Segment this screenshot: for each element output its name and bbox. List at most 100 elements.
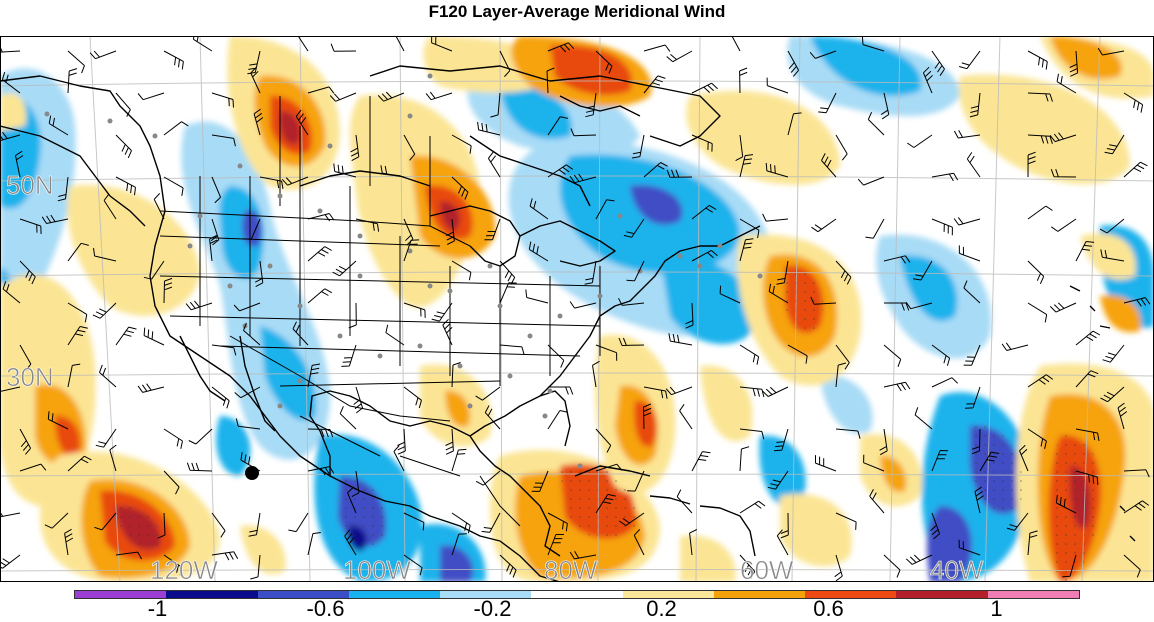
- wind-barb: [499, 260, 516, 285]
- wind-barb: [210, 218, 220, 246]
- wind-barb: [19, 260, 36, 285]
- wind-barb: [643, 403, 652, 430]
- wind-barb: [618, 337, 645, 346]
- coastlines: [0, 65, 1136, 582]
- wind-barb: [307, 246, 332, 262]
- wind-barb: [137, 92, 165, 101]
- wind-barb: [0, 386, 21, 392]
- wind-barb: [395, 36, 405, 52]
- wind-barb: [442, 318, 453, 346]
- wind-barb: [1100, 249, 1125, 262]
- wind-barb: [685, 302, 694, 329]
- wind-barb: [787, 344, 808, 364]
- political-borders: [159, 96, 601, 527]
- wind-barb: [739, 67, 748, 94]
- colorbar-tick: -1: [147, 596, 168, 621]
- wind-barb: [192, 36, 213, 52]
- wind-barb: [835, 512, 857, 530]
- wind-barb: [958, 245, 981, 262]
- wind-barb: [1027, 302, 1048, 323]
- wind-barb: [385, 324, 405, 346]
- wind-barb: [931, 50, 945, 76]
- wind-barb: [1099, 218, 1125, 234]
- lat-labels: 50N 30N: [6, 170, 54, 393]
- wind-barb: [490, 92, 501, 118]
- wind-barb: [1123, 92, 1144, 113]
- wind-barb: [618, 297, 645, 306]
- wind-barb: [815, 455, 837, 472]
- wind-barb: [1069, 50, 1079, 77]
- wind-barb: [93, 247, 117, 262]
- wind-barb: [966, 152, 981, 178]
- wind-barb: [666, 169, 693, 178]
- wind-barb: [643, 44, 671, 52]
- wind-barb: [835, 344, 850, 370]
- wind-barb: [914, 407, 933, 430]
- colorbar-segment: [166, 591, 258, 598]
- wind-barb: [1051, 218, 1077, 232]
- colorbar-tick: 0.6: [813, 596, 844, 621]
- lon-label-100w: 100W: [343, 555, 411, 584]
- wind-barb: [735, 134, 744, 162]
- wind-barb: [351, 470, 360, 498]
- wind-barb: [95, 428, 117, 448]
- wind-barb: [47, 411, 69, 430]
- wind-barb: [865, 218, 885, 239]
- lon-labels: 120W 100W 80W 60W 40W: [150, 555, 985, 584]
- wind-barb: [499, 554, 517, 578]
- wind-barb: [451, 362, 461, 388]
- lon-label-120w: 120W: [150, 555, 218, 584]
- storm-marker: [245, 466, 259, 480]
- wind-barb: [905, 554, 933, 565]
- wind-barb: [643, 162, 668, 178]
- wind-barb: [811, 218, 837, 233]
- wind-barb: [585, 92, 597, 118]
- wind-barb: [403, 134, 416, 161]
- wind-barb: [776, 260, 789, 285]
- wind-barb: [0, 131, 21, 142]
- wind-barb: [41, 214, 69, 224]
- wind-barb: [67, 50, 85, 74]
- wind-barb: [958, 539, 981, 556]
- wind-barb: [691, 249, 718, 262]
- wind-barb: [259, 176, 284, 189]
- wind-barb: [931, 344, 951, 366]
- wind-barb: [393, 445, 405, 472]
- wind-barb: [867, 111, 885, 136]
- wind-barb: [768, 283, 789, 304]
- colorbar-tick: -0.2: [473, 596, 512, 621]
- wind-barb: [333, 163, 357, 178]
- wind-barb: [1027, 134, 1053, 144]
- wind-barb: [739, 428, 765, 440]
- wind-barb: [451, 533, 467, 556]
- wind-barb: [186, 462, 213, 472]
- wind-barb: [137, 383, 165, 393]
- wind-barb: [243, 322, 261, 346]
- wind-barb: [1104, 134, 1125, 155]
- wind-barb: [1027, 374, 1054, 388]
- wind-barb: [1075, 428, 1100, 441]
- wind-barb: [211, 512, 226, 538]
- wind-barb: [163, 277, 173, 304]
- wind-barb: [235, 418, 261, 430]
- wind-barb: [584, 260, 597, 285]
- wind-barb: [773, 428, 789, 452]
- wind-barb: [787, 50, 800, 77]
- wind-barb: [869, 489, 885, 514]
- wind-barb: [143, 260, 165, 280]
- wind-barb: [307, 86, 335, 94]
- colorbar-ticks: -1 -0.6 -0.2 0.2 0.6 1: [74, 596, 1080, 622]
- wind-barb: [0, 554, 21, 569]
- wind-barb: [569, 301, 597, 309]
- wind-barb: [377, 91, 405, 102]
- wind-barb: [109, 444, 117, 472]
- wind-barb: [115, 92, 131, 117]
- wind-barb: [1019, 444, 1029, 472]
- wind-barb: [1097, 47, 1125, 56]
- wind-barb: [1102, 344, 1125, 363]
- wind-barb: [1062, 554, 1077, 578]
- wind-barb: [632, 134, 645, 159]
- wind-barbs: [0, 36, 1151, 582]
- wind-barb: [739, 238, 754, 262]
- wind-barb: [1001, 342, 1029, 351]
